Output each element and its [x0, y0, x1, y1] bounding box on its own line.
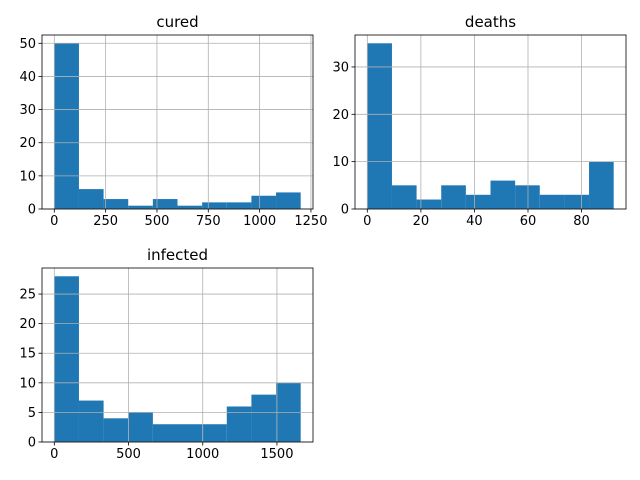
ytick-label: 30	[332, 60, 349, 75]
xtick-label: 1250	[294, 214, 327, 229]
xtick-label: 40	[466, 214, 483, 229]
xtick-label: 500	[145, 214, 170, 229]
xtick-label: 80	[573, 214, 590, 229]
ytick-label: 0	[28, 436, 36, 451]
xtick-label: 1500	[260, 447, 293, 462]
bar-deaths-0	[367, 43, 392, 210]
ytick-label: 15	[19, 347, 36, 362]
xtick-label: 500	[116, 447, 141, 462]
bar-infected-1	[78, 400, 104, 442]
ytick-label: 50	[19, 37, 36, 52]
xtick-label: 0	[50, 447, 58, 462]
bar-infected-8	[251, 394, 277, 442]
bar-cured-6	[202, 202, 227, 209]
chart-title: cured	[156, 13, 198, 31]
bar-deaths-2	[416, 199, 442, 209]
bar-deaths-3	[441, 185, 466, 209]
ytick-label: 20	[19, 317, 36, 332]
histogram-deaths: 0 20 40 60 80 0 10 20 30 deaths	[332, 13, 627, 229]
bar-infected-3	[128, 412, 153, 442]
xtick-label: 1000	[243, 214, 276, 229]
ytick-label: 20	[332, 108, 349, 123]
bar-deaths-8	[564, 194, 590, 209]
xtick-label: 0	[50, 214, 58, 229]
bar-infected-4	[152, 424, 178, 442]
ytick-label: 0	[28, 203, 36, 218]
bar-cured-2	[103, 199, 129, 209]
xtick-label: 20	[413, 214, 430, 229]
bar-cured-3	[128, 205, 153, 209]
bar-cured-8	[251, 195, 277, 209]
bar-infected-0	[54, 276, 79, 442]
bar-deaths-4	[465, 194, 491, 209]
histogram-infected: 0 500 1000 1500 0 5 10 15 20 25 infected	[19, 246, 314, 462]
bar-cured-9	[276, 192, 301, 209]
chart-title: deaths	[465, 13, 516, 31]
bar-infected-7	[226, 406, 252, 442]
bar-deaths-5	[490, 180, 516, 209]
ytick-label: 30	[19, 103, 36, 118]
axes-frame	[41, 267, 314, 443]
xtick-label: 0	[363, 214, 371, 229]
ytick-label: 10	[19, 376, 36, 391]
ytick-label: 25	[19, 288, 36, 303]
histogram-cured: 0 250 500 750 1000 1250 0 10 20 30 40 50 cured	[19, 13, 327, 229]
bar-deaths-6	[515, 185, 540, 209]
axes-frame	[41, 34, 314, 210]
ytick-label: 40	[19, 70, 36, 85]
ytick-label: 5	[28, 406, 36, 421]
bar-deaths-9	[589, 161, 614, 209]
ytick-label: 10	[332, 155, 349, 170]
axes-frame	[354, 34, 627, 210]
bar-deaths-1	[391, 185, 417, 209]
bar-cured-5	[177, 205, 203, 209]
bar-cured-0	[54, 43, 79, 210]
xtick-label: 250	[93, 214, 118, 229]
bar-cured-7	[226, 202, 252, 209]
bar-infected-6	[202, 424, 227, 442]
chart-title: infected	[147, 246, 208, 264]
bar-cured-4	[152, 199, 178, 209]
xtick-label: 750	[196, 214, 221, 229]
ytick-label: 10	[19, 169, 36, 184]
ytick-label: 20	[19, 136, 36, 151]
xtick-label: 1000	[186, 447, 219, 462]
bar-deaths-7	[539, 194, 565, 209]
bar-cured-1	[78, 189, 104, 209]
ytick-label: 0	[341, 203, 349, 218]
xtick-label: 60	[520, 214, 537, 229]
bar-infected-2	[103, 418, 129, 442]
bar-infected-5	[177, 424, 203, 442]
